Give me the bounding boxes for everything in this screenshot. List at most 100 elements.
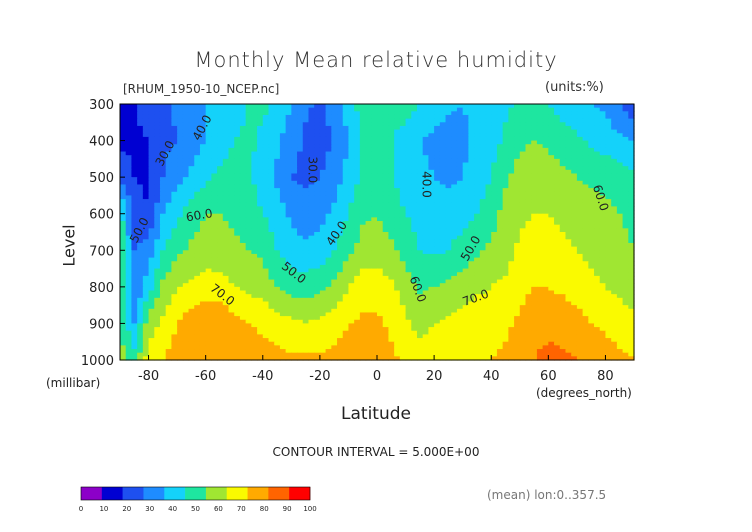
contour-fill-cell bbox=[120, 279, 127, 284]
contour-fill-cell bbox=[434, 158, 441, 164]
contour-fill-cell bbox=[502, 235, 509, 240]
contour-fill-cell bbox=[508, 129, 515, 134]
contour-fill-cell bbox=[245, 305, 252, 310]
contour-fill-cell bbox=[131, 228, 138, 233]
contour-fill-cell bbox=[542, 144, 549, 149]
contour-fill-cell bbox=[159, 191, 167, 197]
contour-fill-cell bbox=[525, 169, 532, 175]
contour-fill-cell bbox=[594, 210, 601, 215]
contour-fill-cell bbox=[239, 147, 247, 153]
contour-fill-cell bbox=[148, 213, 155, 218]
contour-fill-cell bbox=[297, 246, 304, 251]
contour-fill-cell bbox=[582, 180, 589, 186]
contour-fill-cell bbox=[382, 188, 390, 193]
contour-fill-cell bbox=[354, 275, 361, 281]
contour-fill-cell bbox=[148, 140, 155, 145]
contour-fill-cell bbox=[439, 114, 447, 120]
contour-fill-cell bbox=[222, 158, 230, 164]
contour-fill-cell bbox=[468, 261, 475, 266]
contour-fill-cell bbox=[348, 264, 355, 270]
contour-fill-cell bbox=[205, 195, 212, 200]
contour-fill-cell bbox=[371, 136, 378, 142]
contour-fill-cell bbox=[171, 166, 178, 171]
contour-fill-cell bbox=[485, 221, 492, 226]
contour-fill-cell bbox=[434, 144, 441, 149]
contour-fill-cell bbox=[559, 221, 567, 226]
contour-fill-cell bbox=[314, 279, 321, 284]
contour-fill-cell bbox=[291, 235, 298, 240]
contour-fill-cell bbox=[428, 188, 435, 193]
contour-fill-cell bbox=[411, 191, 418, 197]
contour-fill-cell bbox=[377, 191, 384, 197]
contour-fill-cell bbox=[474, 136, 481, 142]
contour-fill-cell bbox=[337, 114, 344, 120]
contour-fill-cell bbox=[491, 297, 498, 303]
contour-fill-cell bbox=[262, 221, 270, 226]
contour-fill-cell bbox=[611, 122, 618, 127]
contour-fill-cell bbox=[137, 228, 144, 233]
contour-fill-cell bbox=[331, 104, 338, 109]
contour-fill-cell bbox=[199, 114, 207, 120]
contour-fill-cell bbox=[245, 301, 252, 306]
contour-fill-cell bbox=[308, 147, 315, 153]
contour-fill-cell bbox=[554, 147, 561, 153]
contour-fill-cell bbox=[137, 301, 144, 306]
contour-fill-cell bbox=[251, 224, 258, 229]
contour-fill-cell bbox=[274, 122, 281, 127]
contour-fill-cell bbox=[222, 191, 230, 197]
contour-fill-cell bbox=[239, 246, 247, 251]
contour-fill-cell bbox=[382, 246, 390, 251]
contour-fill-cell bbox=[302, 188, 310, 193]
contour-fill-cell bbox=[451, 239, 458, 244]
contour-fill-cell bbox=[325, 136, 332, 142]
contour-fill-cell bbox=[257, 125, 264, 131]
contour-fill-cell bbox=[194, 246, 201, 251]
contour-fill-cell bbox=[365, 297, 372, 303]
contour-fill-cell bbox=[194, 173, 201, 178]
contour-fill-cell bbox=[559, 107, 567, 112]
contour-fill-cell bbox=[251, 111, 258, 116]
contour-fill-cell bbox=[445, 294, 452, 299]
contour-fill-cell bbox=[308, 239, 315, 244]
contour-fill-cell bbox=[611, 294, 618, 299]
contour-fill-cell bbox=[342, 217, 350, 222]
contour-fill-cell bbox=[279, 177, 287, 182]
contour-fill-cell bbox=[377, 210, 384, 215]
contour-fill-cell bbox=[496, 147, 504, 153]
contour-fill-cell bbox=[217, 272, 224, 277]
contour-fill-cell bbox=[177, 140, 184, 145]
contour-fill-cell bbox=[411, 286, 418, 292]
contour-fill-cell bbox=[399, 184, 407, 189]
contour-fill-cell bbox=[611, 114, 618, 120]
contour-fill-cell bbox=[605, 261, 612, 266]
contour-fill-cell bbox=[479, 261, 487, 266]
contour-fill-cell bbox=[314, 253, 321, 259]
contour-fill-cell bbox=[536, 195, 544, 200]
contour-fill-cell bbox=[502, 107, 509, 112]
contour-fill-cell bbox=[354, 177, 361, 182]
contour-fill-cell bbox=[548, 228, 555, 233]
contour-fill-cell bbox=[314, 221, 321, 226]
contour-fill-cell bbox=[456, 239, 464, 244]
contour-fill-cell bbox=[251, 268, 258, 273]
contour-fill-cell bbox=[405, 232, 412, 237]
contour-fill-cell bbox=[171, 217, 178, 222]
contour-fill-cell bbox=[502, 297, 509, 303]
contour-fill-cell bbox=[342, 297, 350, 303]
contour-fill-cell bbox=[188, 147, 195, 153]
contour-fill-cell bbox=[182, 122, 190, 127]
contour-fill-cell bbox=[559, 228, 567, 233]
contour-fill-cell bbox=[468, 272, 475, 277]
contour-fill-cell bbox=[285, 151, 292, 156]
contour-fill-cell bbox=[348, 136, 355, 142]
contour-fill-cell bbox=[485, 239, 492, 244]
contour-fill-cell bbox=[371, 210, 378, 215]
contour-fill-cell bbox=[411, 283, 418, 288]
contour-fill-cell bbox=[616, 199, 624, 204]
contour-fill-cell bbox=[468, 122, 475, 127]
contour-fill-cell bbox=[456, 228, 464, 233]
contour-fill-cell bbox=[291, 290, 298, 295]
contour-fill-cell bbox=[434, 228, 441, 233]
contour-fill-cell bbox=[274, 301, 281, 306]
contour-fill-cell bbox=[536, 173, 544, 178]
